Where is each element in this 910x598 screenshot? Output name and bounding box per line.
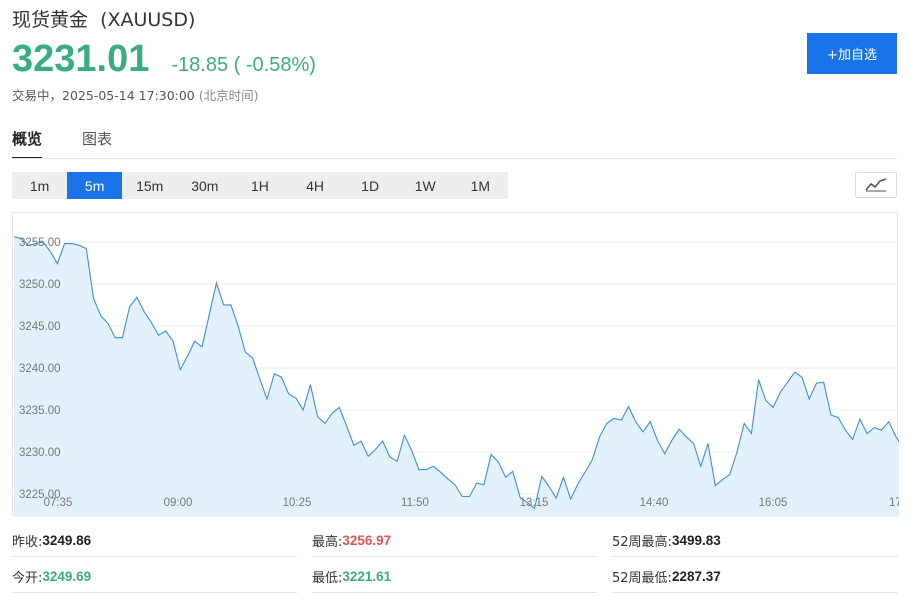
status-text: 交易中，2025-05-14 17:30:00 bbox=[12, 88, 195, 103]
y-tick-label: 3240.00 bbox=[19, 363, 61, 375]
y-tick-label: 3225.00 bbox=[19, 489, 61, 501]
instrument-name: 现货黄金 bbox=[12, 9, 89, 31]
price-change: -18.85 ( -0.58%) bbox=[171, 54, 316, 77]
stat-label: 52周最低: bbox=[612, 570, 672, 586]
add-watchlist-button[interactable]: +加自选 bbox=[807, 33, 897, 74]
stat-low: 最低: 3221.61 bbox=[312, 560, 597, 593]
stat-value: 2287.37 bbox=[671, 568, 721, 584]
y-tick-label: 3235.00 bbox=[19, 405, 61, 417]
period-1w[interactable]: 1W bbox=[414, 177, 436, 194]
period-30m[interactable]: 30m bbox=[191, 177, 219, 194]
y-tick-label: 3245.00 bbox=[19, 321, 61, 333]
tabs-divider bbox=[12, 158, 897, 159]
period-1m[interactable]: 1m bbox=[29, 177, 50, 194]
stat-open: 今开: 3249.69 bbox=[12, 560, 297, 593]
period-1h[interactable]: 1H bbox=[250, 177, 269, 194]
period-1mo[interactable]: 1M bbox=[470, 177, 491, 194]
period-15m[interactable]: 15m bbox=[136, 177, 164, 194]
x-tick-label: 10:25 bbox=[283, 497, 312, 509]
change-value: -18.85 bbox=[171, 54, 229, 76]
price-row: 3231.01 -18.85 ( -0.58%) bbox=[12, 38, 316, 82]
period-1d[interactable]: 1D bbox=[361, 177, 380, 194]
y-tick-label: 3255.00 bbox=[19, 237, 61, 249]
period-5m[interactable]: 5m bbox=[67, 172, 123, 199]
x-tick-label: 17:30 bbox=[889, 497, 899, 509]
stat-value: 3249.69 bbox=[42, 568, 92, 584]
stat-52w-low: 52周最低: 2287.37 bbox=[612, 560, 898, 593]
stat-label: 52周最高: bbox=[612, 534, 672, 550]
stat-label: 最高: bbox=[312, 534, 343, 550]
instrument-title: 现货黄金 (XAUUSD) bbox=[12, 5, 195, 32]
stat-value: 3249.86 bbox=[42, 532, 92, 548]
stat-value: 3221.61 bbox=[342, 568, 392, 584]
instrument-symbol: (XAUUSD) bbox=[100, 9, 196, 31]
line-chart-icon bbox=[865, 178, 887, 192]
y-tick-label: 3230.00 bbox=[19, 447, 61, 459]
x-tick-label: 07:35 bbox=[44, 497, 73, 509]
stat-value: 3256.97 bbox=[342, 532, 392, 548]
price-chart[interactable]: 3225.00 3230.00 3235.00 3240.00 3245.00 3250.… bbox=[12, 212, 899, 517]
price-line bbox=[13, 236, 899, 510]
timezone-label: (北京时间) bbox=[198, 88, 259, 103]
x-tick-label: 11:50 bbox=[401, 497, 429, 509]
chart-type-button[interactable] bbox=[855, 172, 897, 198]
stat-value: 3499.83 bbox=[671, 532, 721, 548]
x-tick-label: 14:40 bbox=[640, 497, 669, 509]
x-tick-label: 16:05 bbox=[759, 497, 788, 509]
price-area bbox=[14, 236, 899, 517]
stat-label: 昨收: bbox=[12, 534, 43, 550]
stat-high: 最高: 3256.97 bbox=[312, 524, 597, 557]
price-chart-svg: 3225.00 3230.00 3235.00 3240.00 3245.00 3250.… bbox=[13, 236, 899, 517]
stat-prev-close: 昨收: 3249.86 bbox=[12, 524, 297, 557]
x-tick-label: 13:15 bbox=[520, 497, 549, 509]
tab-overview[interactable]: 概览 bbox=[12, 128, 43, 159]
trading-status: 交易中，2025-05-14 17:30:00 (北京时间) bbox=[12, 85, 259, 104]
x-tick-label: 09:00 bbox=[164, 497, 193, 509]
stat-52w-high: 52周最高: 3499.83 bbox=[612, 524, 898, 557]
stat-label: 最低: bbox=[312, 570, 343, 586]
last-price: 3231.01 bbox=[12, 38, 150, 80]
main-tabs: 概览 图表 bbox=[12, 128, 152, 159]
period-selector: 1m 5m 15m 30m 1H 4H 1D 1W 1M bbox=[12, 172, 508, 199]
period-4h[interactable]: 4H bbox=[306, 177, 324, 194]
y-tick-label: 3250.00 bbox=[19, 279, 61, 291]
stat-label: 今开: bbox=[12, 570, 43, 586]
tab-chart[interactable]: 图表 bbox=[82, 130, 113, 148]
change-percent: ( -0.58%) bbox=[233, 54, 316, 76]
